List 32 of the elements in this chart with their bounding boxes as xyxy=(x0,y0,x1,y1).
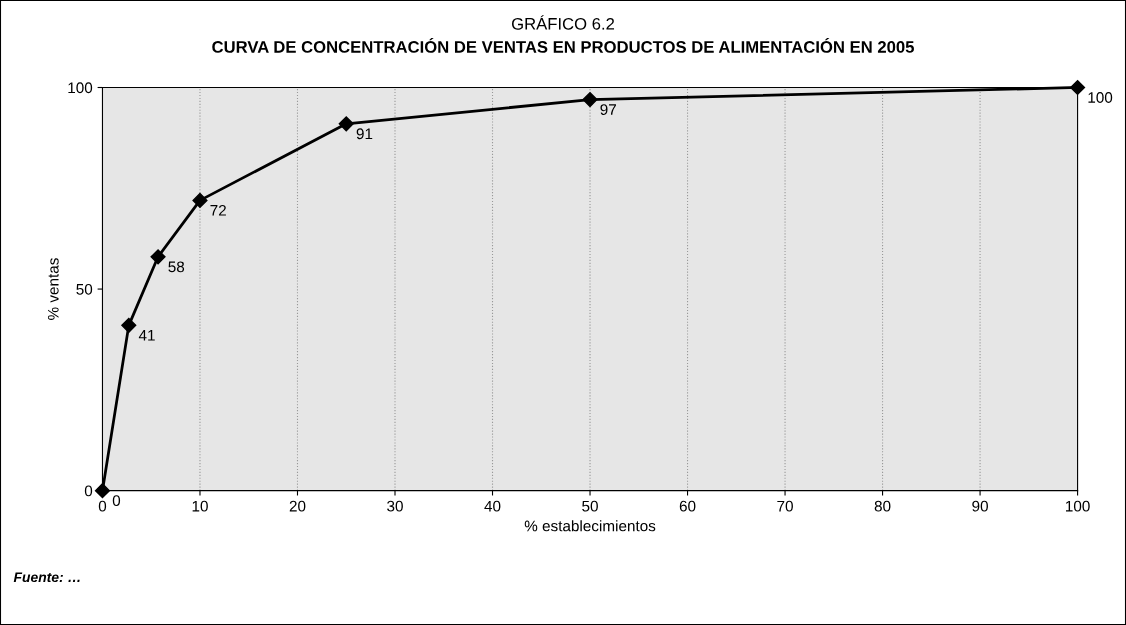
point xyxy=(94,483,111,499)
y-tick-label: 50 xyxy=(76,283,93,295)
data-label: 58 xyxy=(168,261,185,273)
x-tick-label: 100 xyxy=(1066,500,1090,512)
x-tick-label: 0 xyxy=(98,500,107,512)
x-tick-label: 70 xyxy=(777,500,793,512)
point xyxy=(338,116,354,132)
x-tick-label: 60 xyxy=(679,500,696,512)
y-tick-label: 0 xyxy=(84,485,93,497)
x-tick-label: 40 xyxy=(484,500,501,512)
data-label: 100 xyxy=(1088,92,1113,103)
x-axis-title: % establecimientos xyxy=(524,520,656,532)
point xyxy=(150,249,166,265)
data-label: 41 xyxy=(138,330,155,341)
point xyxy=(582,92,598,108)
chart-subtitle: CURVA DE CONCENTRACIÓN DE VENTAS EN PRODUCTOS DE ALIMENTACIÓN EN 2005 xyxy=(212,37,914,53)
x-tick-label: 90 xyxy=(972,500,988,512)
x-tick-label: 10 xyxy=(192,500,208,512)
chart-title: GRÁFICO 6.2 xyxy=(511,15,615,30)
point xyxy=(1070,79,1086,96)
y-tick-label: 100 xyxy=(68,82,93,94)
data-label: 97 xyxy=(600,104,616,115)
source-note: Fuente: … xyxy=(13,572,80,583)
x-tick-label: 80 xyxy=(874,500,891,512)
point xyxy=(121,317,137,333)
y-axis-title: % ventas xyxy=(47,258,59,320)
x-tick-label: 30 xyxy=(387,500,403,512)
x-tick-label: 50 xyxy=(582,500,598,512)
data-label: 72 xyxy=(210,204,226,216)
x-tick-label: 20 xyxy=(289,500,306,512)
point xyxy=(192,192,208,208)
data-label: 91 xyxy=(356,128,373,140)
